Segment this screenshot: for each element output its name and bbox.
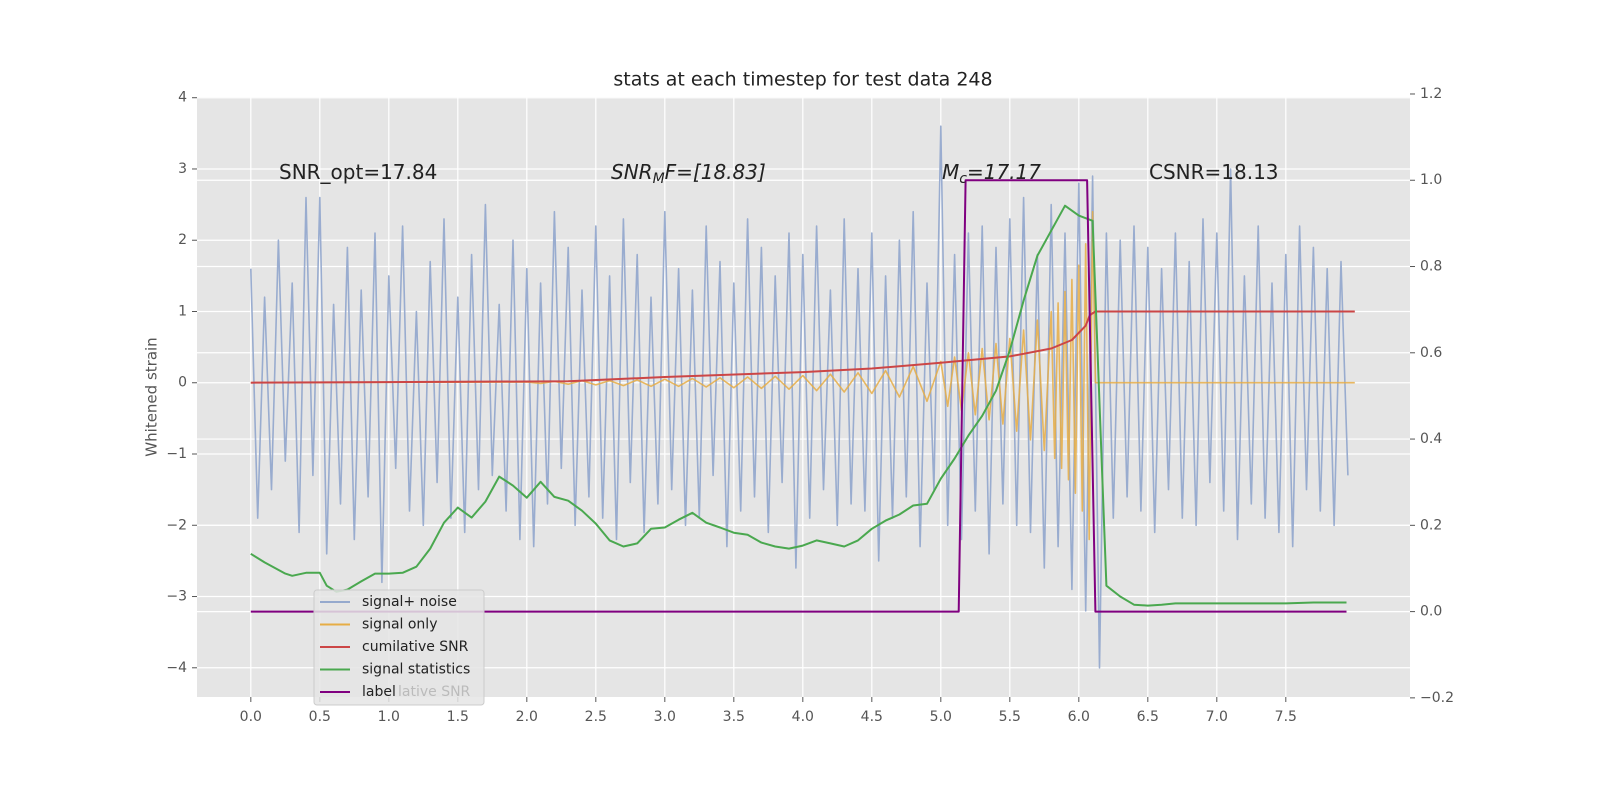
legend-ghost: lative SNR (398, 684, 471, 700)
legend: signal+ noise signal only cumilative SNR si… (313, 589, 485, 706)
y-tick-label: 3 (178, 161, 187, 177)
annotation-part: SNR (611, 160, 653, 184)
x-tick-label: 6.0 (1068, 709, 1090, 725)
legend-label: signal statistics (362, 662, 470, 678)
y2-tick-label: 0.6 (1420, 345, 1442, 361)
x-tick-label: 2.5 (585, 709, 607, 725)
y2-tick-label: 0.4 (1420, 431, 1442, 447)
legend-box (313, 589, 485, 706)
x-tick-label: 5.0 (930, 709, 952, 725)
x-tick-label: 1.0 (378, 709, 400, 725)
series-line (250, 210, 1355, 541)
x-tick-label: 0.0 (240, 709, 262, 725)
annotation-part: M (942, 160, 959, 184)
x-tick-label: 5.5 (999, 709, 1021, 725)
y2-tick-label: 0.8 (1420, 259, 1442, 275)
x-tick-label: 7.0 (1206, 709, 1228, 725)
x-tick-label: 2.0 (516, 709, 538, 725)
annotation: CSNR=18.13 (1149, 160, 1279, 184)
legend-label: cumilative SNR (362, 639, 469, 655)
annotation-part: c (959, 171, 967, 187)
x-tick-label: 7.5 (1275, 709, 1297, 725)
annotation: SNR_opt=17.84 (279, 160, 437, 184)
annotation: Mc=17.17 (942, 160, 1041, 188)
annotation-part: CSNR=18.13 (1149, 160, 1279, 184)
y-tick-label: 0 (178, 375, 187, 391)
y2-tick-label: 0.2 (1420, 517, 1442, 533)
legend-label: label (362, 684, 396, 700)
y2-tick-label: 0.0 (1420, 604, 1442, 620)
y-tick-label: −3 (166, 589, 187, 605)
series-line (250, 179, 1347, 613)
x-tick-label: 4.5 (861, 709, 883, 725)
y-tick-label: −1 (166, 446, 187, 462)
x-tick-label: 3.0 (654, 709, 676, 725)
x-tick-label: 1.5 (447, 709, 469, 725)
y-tick-label: −4 (166, 660, 187, 676)
x-tick-label: 4.0 (792, 709, 814, 725)
y-tick-label: −2 (166, 517, 187, 533)
legend-label: signal+ noise (362, 594, 457, 610)
x-tick-label: 6.5 (1137, 709, 1159, 725)
legend-label: signal only (362, 617, 437, 633)
annotation: SNRMF=[18.83] (611, 160, 766, 188)
series-line (250, 204, 1347, 607)
annotation-part: SNR_opt=17.84 (279, 160, 437, 184)
x-tick-label: 3.5 (723, 709, 745, 725)
x-tick-label: 0.5 (309, 709, 331, 725)
y-axis-label: Whitened strain (143, 337, 161, 456)
y2-tick-label: 1.0 (1420, 172, 1442, 188)
y-tick-label: 1 (178, 303, 187, 319)
annotation-part: M (653, 171, 665, 187)
series-line (250, 125, 1349, 669)
y2-tick-label: −0.2 (1420, 690, 1454, 706)
y2-tick-label: 1.2 (1420, 86, 1442, 102)
annotation-part: F=[18.83] (665, 160, 766, 184)
y-tick-label: 2 (178, 232, 187, 248)
y-tick-label: 4 (178, 90, 187, 106)
annotation-part: =17.17 (967, 160, 1041, 184)
chart-title: stats at each timestep for test data 248 (613, 69, 992, 91)
